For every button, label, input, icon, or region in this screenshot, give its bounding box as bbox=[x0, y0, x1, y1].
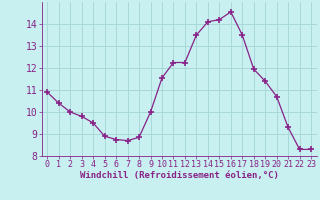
X-axis label: Windchill (Refroidissement éolien,°C): Windchill (Refroidissement éolien,°C) bbox=[80, 171, 279, 180]
